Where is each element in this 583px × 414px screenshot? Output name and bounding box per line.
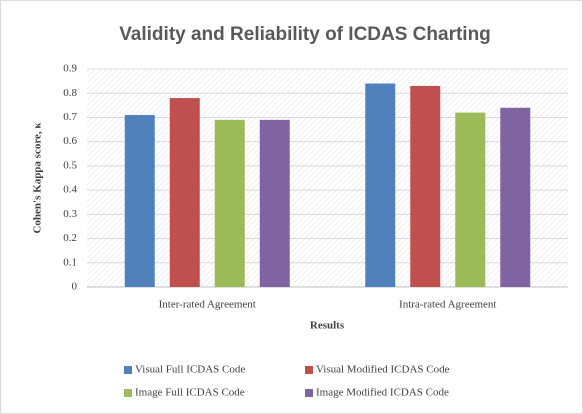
bar	[214, 119, 245, 287]
x-tick-label: Intra-rated Agreement	[399, 299, 496, 311]
y-axis-title: Cohen's Kappa score, κ	[32, 122, 44, 234]
y-tick-label: 0.7	[63, 111, 77, 123]
y-tick-label: 0.8	[63, 87, 77, 99]
bar	[259, 119, 290, 287]
x-axis-title: Results	[310, 320, 345, 332]
legend-swatch	[124, 366, 132, 374]
y-tick-label: 0.1	[63, 256, 77, 268]
y-tick-label: 0.6	[63, 135, 77, 147]
y-tick-label: 0.9	[63, 63, 77, 75]
legend-swatch	[124, 389, 132, 397]
y-tick-label: 0.5	[63, 159, 77, 171]
plot-background	[87, 69, 568, 287]
legend-label: Image Modified ICDAS Code	[316, 387, 449, 399]
legend-swatch	[305, 389, 313, 397]
legend-label: Visual Full ICDAS Code	[135, 364, 245, 376]
bar	[169, 98, 200, 287]
y-tick-label: 0.3	[63, 208, 77, 220]
bar	[500, 107, 531, 287]
chart-title: Validity and Reliability of ICDAS Charti…	[119, 24, 491, 45]
legend-label: Visual Modified ICDAS Code	[316, 364, 450, 376]
bar	[410, 85, 441, 287]
y-tick-label: 0	[72, 281, 78, 293]
legend-label: Image Full ICDAS Code	[135, 387, 245, 399]
legend-swatch	[305, 366, 313, 374]
bar	[365, 83, 396, 288]
x-tick-label: Inter-rated Agreement	[159, 299, 256, 311]
bar	[455, 112, 486, 287]
bar	[124, 115, 155, 288]
y-tick-label: 0.4	[63, 184, 77, 196]
y-tick-label: 0.2	[63, 232, 77, 244]
